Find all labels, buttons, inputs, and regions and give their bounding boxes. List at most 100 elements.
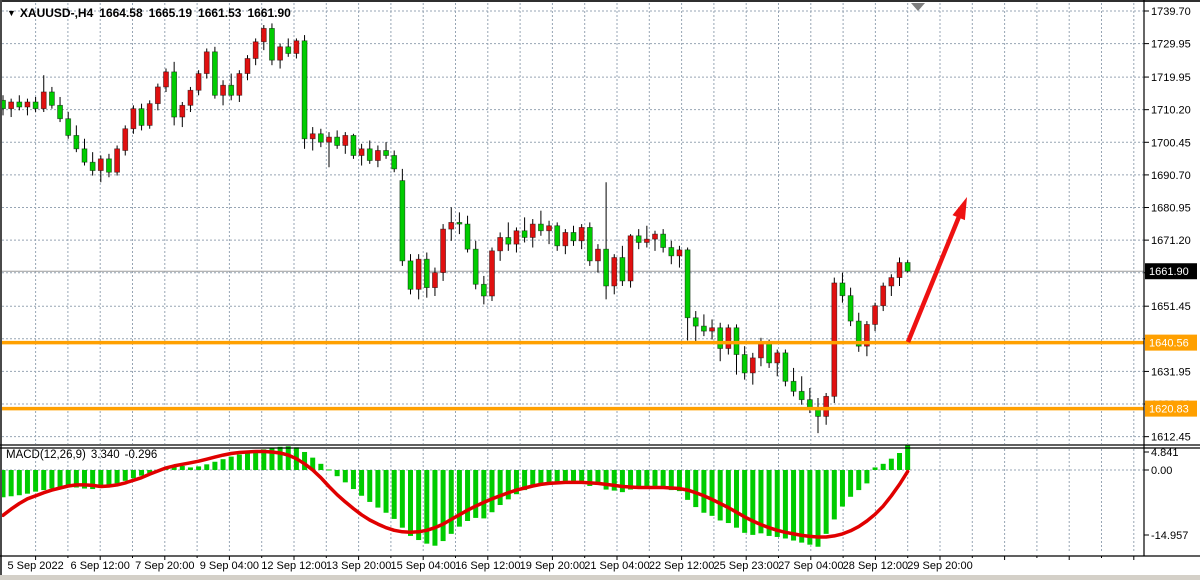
macd-histogram-bar bbox=[546, 470, 552, 484]
candle-body bbox=[619, 257, 626, 282]
candle-down bbox=[904, 260, 911, 273]
macd-histogram-bar bbox=[872, 467, 878, 470]
candle-body bbox=[163, 71, 169, 88]
macd-histogram-bar bbox=[456, 470, 462, 527]
candle-up bbox=[872, 302, 878, 332]
macd-axis[interactable]: 4.841 0.00 -14.957 bbox=[1144, 447, 1188, 542]
macd-histogram-bar bbox=[114, 470, 120, 484]
symbol-timeframe-label: XAUUSD-,H4 bbox=[19, 6, 94, 20]
candle-body bbox=[187, 89, 194, 106]
candle-up bbox=[326, 132, 332, 168]
candle-up bbox=[358, 143, 365, 166]
macd-histogram-bar bbox=[269, 447, 275, 470]
macd-histogram-bar bbox=[65, 470, 71, 487]
macd-signal-line bbox=[1, 449, 910, 539]
candle-down bbox=[701, 314, 707, 337]
candle-body bbox=[293, 40, 300, 54]
candle-body bbox=[154, 86, 161, 105]
macd-histogram-bar bbox=[611, 470, 617, 491]
price-axis-label: 1710.20 bbox=[1151, 105, 1191, 117]
macd-histogram-bar bbox=[98, 470, 104, 489]
macd-histogram-bar bbox=[595, 470, 601, 485]
macd-histogram-bar bbox=[668, 470, 674, 491]
candle-down bbox=[228, 73, 235, 101]
candle-body bbox=[423, 258, 430, 289]
macd-histogram-bar bbox=[815, 470, 821, 547]
price-axis-label: 1671.20 bbox=[1151, 235, 1191, 247]
macd-histogram-bar bbox=[676, 470, 682, 492]
candle-down bbox=[521, 217, 528, 243]
symbol-dropdown-icon[interactable]: ▼ bbox=[7, 8, 16, 18]
candle-body bbox=[611, 257, 618, 287]
candle-up bbox=[187, 86, 194, 113]
candle-up bbox=[595, 244, 601, 273]
macd-histogram-bar bbox=[473, 470, 479, 518]
candle-body bbox=[798, 390, 805, 401]
candle-down bbox=[538, 210, 544, 236]
candle-up bbox=[513, 227, 520, 253]
candle-up bbox=[774, 349, 781, 377]
macd-histogram-bar bbox=[41, 470, 47, 491]
candle-up bbox=[309, 127, 316, 151]
macd-histogram-bar bbox=[603, 470, 609, 490]
macd-histogram-bar bbox=[179, 465, 185, 470]
candle-body bbox=[627, 235, 634, 282]
trend-arrow[interactable] bbox=[905, 197, 967, 343]
candle-down bbox=[692, 311, 699, 342]
time-axis[interactable]: 5 Sep 2022 6 Sep 12:00 7 Sep 20:00 9 Sep 04… bbox=[7, 556, 1135, 572]
candle-body bbox=[554, 225, 561, 247]
candle-body bbox=[285, 46, 292, 54]
macd-histogram-bar bbox=[399, 470, 405, 528]
candle-body bbox=[89, 161, 96, 171]
macd-axis-label: -14.957 bbox=[1151, 530, 1188, 542]
candle-down bbox=[554, 222, 561, 251]
macd-histogram-bar bbox=[774, 470, 780, 537]
price-axis[interactable]: 1739.70 1729.95 1719.95 1710.20 1700.45 1690.… bbox=[1144, 6, 1191, 444]
candle-body bbox=[57, 104, 63, 120]
macd-histogram-bar bbox=[106, 470, 112, 486]
macd-axis-label: 0.00 bbox=[1151, 465, 1172, 477]
level-price-badge-2: 1620.83 bbox=[1145, 400, 1197, 417]
macd-histogram-bar bbox=[652, 470, 658, 487]
candle-up bbox=[562, 229, 569, 255]
candle-body bbox=[513, 230, 520, 245]
macd-histogram-bar bbox=[432, 470, 438, 546]
candle-body bbox=[464, 223, 471, 250]
current-price-badge-bg bbox=[1145, 263, 1197, 280]
macd-histogram-bar bbox=[734, 470, 739, 528]
macd-histogram-bar bbox=[505, 470, 511, 500]
macd-histogram bbox=[0, 445, 911, 547]
candle-body bbox=[701, 325, 707, 332]
candle-down bbox=[782, 349, 789, 387]
candle-body bbox=[40, 91, 47, 110]
candle-body bbox=[749, 357, 756, 374]
candle-up bbox=[220, 80, 226, 106]
candle-down bbox=[65, 112, 72, 139]
candle-down bbox=[407, 254, 414, 295]
candle-body bbox=[252, 41, 259, 59]
candle-down bbox=[815, 398, 821, 434]
candle-body bbox=[652, 233, 658, 240]
candle-body bbox=[595, 248, 601, 262]
candle-up bbox=[643, 225, 650, 248]
candle-up bbox=[880, 282, 887, 312]
candle-down bbox=[855, 312, 862, 352]
candle-body bbox=[741, 354, 748, 374]
level-price-badge-2-text: 1620.83 bbox=[1149, 404, 1189, 416]
candle-body bbox=[391, 155, 398, 170]
macd-histogram-bar bbox=[0, 470, 6, 498]
macd-histogram-bar bbox=[82, 470, 87, 489]
macd-histogram-bar bbox=[799, 470, 805, 543]
candle-body bbox=[676, 249, 683, 257]
macd-histogram-bar bbox=[489, 470, 495, 513]
macd-histogram-bar bbox=[628, 470, 634, 490]
macd-histogram-bar bbox=[302, 451, 308, 470]
candle-body bbox=[171, 71, 178, 118]
candle-body bbox=[839, 282, 846, 297]
macd-histogram-bar bbox=[880, 463, 886, 470]
time-axis-label: 21 Sep 04:00 bbox=[584, 560, 649, 572]
macd-histogram-bar bbox=[554, 470, 560, 485]
candle-body bbox=[114, 148, 120, 173]
